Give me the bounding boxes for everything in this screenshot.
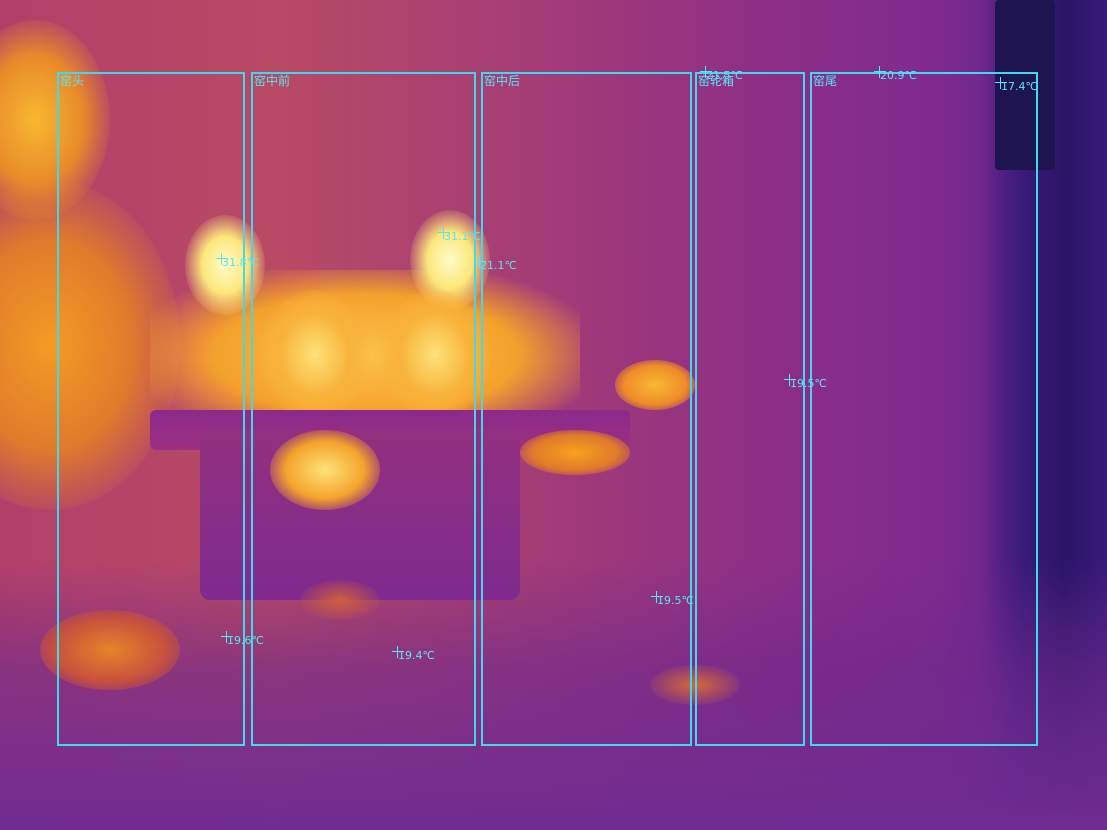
crosshair-icon	[874, 66, 886, 78]
warm-tray	[520, 430, 630, 475]
region-label: 窑轮箱	[698, 74, 735, 88]
temperature-reading: 31.8℃	[222, 256, 259, 269]
warm-floor-left	[40, 610, 180, 690]
region-kiln-mid-front[interactable]: 窑中前	[251, 72, 476, 746]
crosshair-icon	[216, 253, 228, 265]
temperature-reading: 31.1℃	[444, 230, 481, 243]
crosshair-icon	[392, 646, 404, 658]
region-kiln-tail[interactable]: 窑尾	[810, 72, 1038, 746]
crosshair-icon	[995, 77, 1007, 89]
hot-drip	[270, 430, 380, 510]
region-label: 窑中后	[484, 74, 521, 88]
hot-streak-2	[380, 290, 490, 420]
crosshair-icon	[438, 227, 450, 239]
region-kiln-mid-back[interactable]: 窑中后	[481, 72, 692, 746]
temperature-reading: 19.6℃	[227, 634, 264, 647]
temperature-reading: 20.9℃	[880, 69, 917, 82]
region-label: 窑尾	[813, 74, 838, 88]
crosshair-icon	[700, 66, 712, 78]
temperature-reading: 17.4℃	[1001, 80, 1038, 93]
temperature-reading: 19.4℃	[398, 649, 435, 662]
crosshair-icon	[784, 374, 796, 386]
region-label: 窑头	[60, 74, 85, 88]
warm-floor-center	[300, 580, 380, 620]
dark-window-right	[995, 0, 1055, 170]
crosshair-icon	[221, 631, 233, 643]
cool-floor	[0, 560, 1107, 830]
temperature-reading: 19.5℃	[657, 594, 694, 607]
crosshair-icon	[651, 591, 663, 603]
temperature-reading: 21.5℃	[706, 69, 743, 82]
region-kiln-head[interactable]: 窑头	[57, 72, 245, 746]
warm-handle	[615, 360, 695, 410]
hot-streak-1	[260, 290, 370, 420]
temperature-reading: 19.5℃	[790, 377, 827, 390]
temperature-reading: 21.1℃	[480, 259, 517, 272]
region-label: 窑中前	[254, 74, 291, 88]
region-kiln-box[interactable]: 窑轮箱	[695, 72, 805, 746]
crosshair-icon	[474, 256, 486, 268]
